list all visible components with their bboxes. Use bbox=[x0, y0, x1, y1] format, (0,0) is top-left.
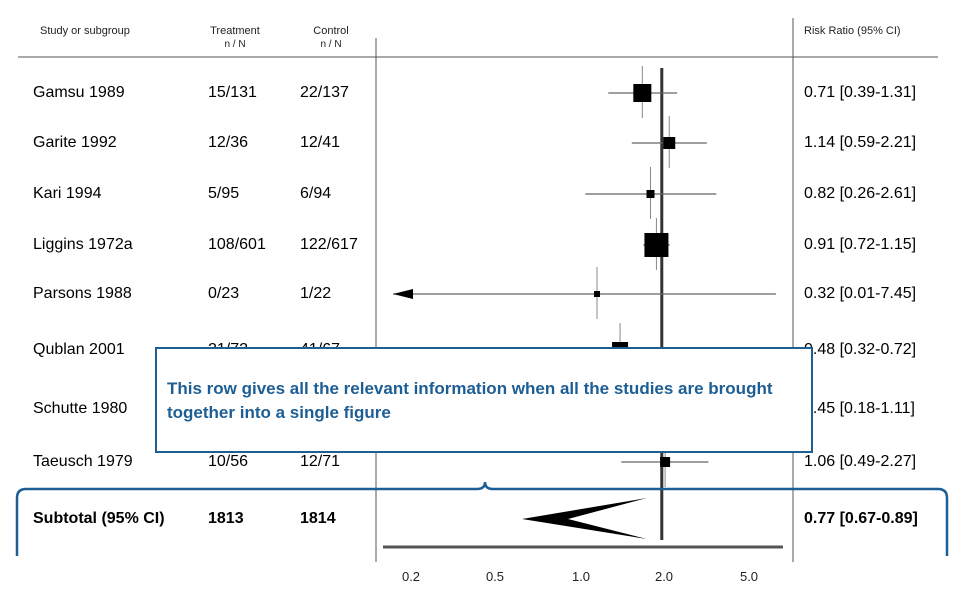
table-frame bbox=[18, 18, 938, 562]
risk-ratio-ci: 0.71 [0.39-1.31] bbox=[804, 84, 917, 101]
study-name: Liggins 1972a bbox=[33, 236, 133, 253]
study-name: Qublan 2001 bbox=[33, 341, 125, 358]
study-square bbox=[633, 84, 652, 102]
study-name: Garite 1992 bbox=[33, 134, 117, 151]
callout-box: This row gives all the relevant informat… bbox=[155, 347, 813, 453]
header-treatment-sub: n / N bbox=[224, 39, 246, 50]
subtotal-diamond bbox=[522, 498, 647, 539]
treatment-count: 10/56 bbox=[208, 453, 249, 470]
control-count: 22/137 bbox=[300, 84, 349, 101]
control-count: 1/22 bbox=[300, 285, 332, 302]
header-control-sub: n / N bbox=[320, 39, 342, 50]
study-square bbox=[594, 291, 601, 297]
risk-ratio-ci: 0.91 [0.72-1.15] bbox=[804, 236, 917, 253]
study-square bbox=[646, 190, 655, 198]
treatment-count: 108/601 bbox=[208, 236, 266, 253]
x-tick-label: 5.0 bbox=[739, 569, 759, 584]
control-count: 12/41 bbox=[300, 134, 341, 151]
risk-ratio-ci: 1.14 [0.59-2.21] bbox=[804, 134, 917, 151]
subtotal-control: 1814 bbox=[300, 510, 336, 527]
ci-arrow bbox=[393, 289, 413, 299]
risk-ratio-ci: 0.82 [0.26-2.61] bbox=[804, 185, 917, 202]
treatment-count: 15/131 bbox=[208, 84, 257, 101]
subtotal-bracket bbox=[15, 481, 949, 556]
study-square bbox=[663, 137, 676, 149]
treatment-count: 0/23 bbox=[208, 285, 240, 302]
risk-ratio-ci: 0.48 [0.32-0.72] bbox=[804, 341, 917, 358]
control-count: 6/94 bbox=[300, 185, 332, 202]
header-control-label: Control bbox=[313, 25, 349, 37]
x-tick-label: 2.0 bbox=[654, 569, 674, 584]
study-name: Kari 1994 bbox=[33, 185, 102, 202]
header-risk-ratio: Risk Ratio (95% CI) bbox=[804, 25, 901, 37]
study-name: Schutte 1980 bbox=[33, 400, 128, 417]
subtotal-ci: 0.77 [0.67-0.89] bbox=[804, 510, 918, 527]
risk-ratio-ci: 0.45 [0.18-1.11] bbox=[804, 400, 915, 417]
header-study: Study or subgroup bbox=[40, 25, 130, 37]
x-tick-label: 0.2 bbox=[401, 569, 421, 584]
header-treatment-label: Treatment bbox=[210, 25, 260, 37]
callout-text: This row gives all the relevant informat… bbox=[167, 379, 773, 422]
control-count: 122/617 bbox=[300, 236, 358, 253]
x-tick-label: 1.0 bbox=[571, 569, 591, 584]
header-control: Control n / N bbox=[296, 25, 366, 51]
treatment-count: 12/36 bbox=[208, 134, 249, 151]
risk-ratio-ci: 1.06 [0.49-2.27] bbox=[804, 453, 917, 470]
header-treatment: Treatment n / N bbox=[200, 25, 270, 51]
x-tick-label: 0.5 bbox=[485, 569, 505, 584]
study-name: Parsons 1988 bbox=[33, 285, 132, 302]
subtotal-treatment: 1813 bbox=[208, 510, 244, 527]
subtotal-name: Subtotal (95% CI) bbox=[33, 510, 165, 527]
study-square bbox=[660, 457, 671, 467]
study-name: Taeusch 1979 bbox=[33, 453, 133, 470]
risk-ratio-ci: 0.32 [0.01-7.45] bbox=[804, 285, 917, 302]
control-count: 12/71 bbox=[300, 453, 341, 470]
study-name: Gamsu 1989 bbox=[33, 84, 125, 101]
study-square bbox=[644, 233, 669, 257]
treatment-count: 5/95 bbox=[208, 185, 240, 202]
